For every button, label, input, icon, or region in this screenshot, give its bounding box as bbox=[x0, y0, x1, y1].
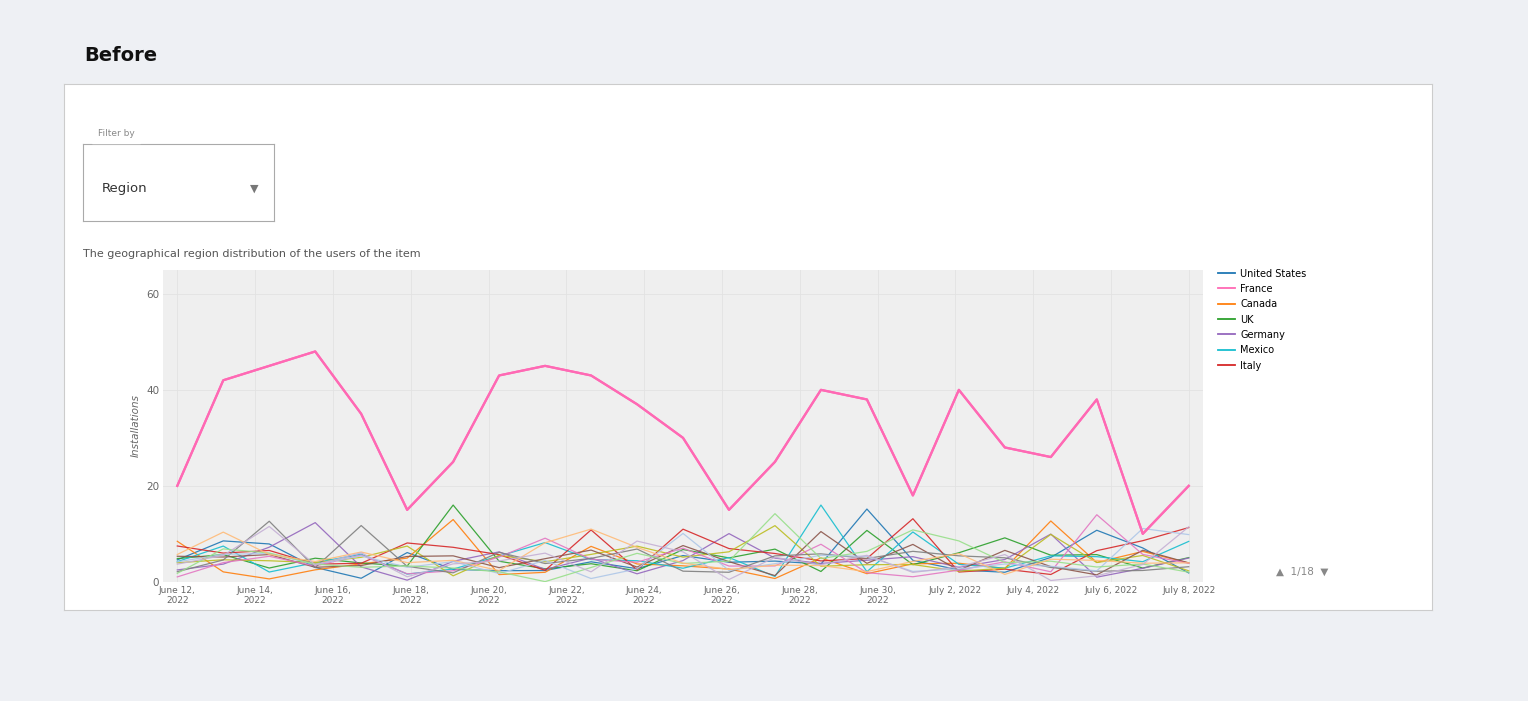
Legend: United States, France, Canada, UK, Germany, Mexico, Italy: United States, France, Canada, UK, Germa… bbox=[1218, 268, 1306, 371]
Text: The geographical region distribution of the users of the item: The geographical region distribution of … bbox=[83, 249, 420, 259]
Text: Before: Before bbox=[84, 46, 157, 64]
Y-axis label: Installations: Installations bbox=[131, 395, 141, 457]
Text: ▼: ▼ bbox=[249, 184, 258, 193]
Text: Filter by: Filter by bbox=[98, 128, 134, 137]
Text: ▲  1/18  ▼: ▲ 1/18 ▼ bbox=[1276, 566, 1328, 576]
Text: Region: Region bbox=[102, 182, 147, 195]
